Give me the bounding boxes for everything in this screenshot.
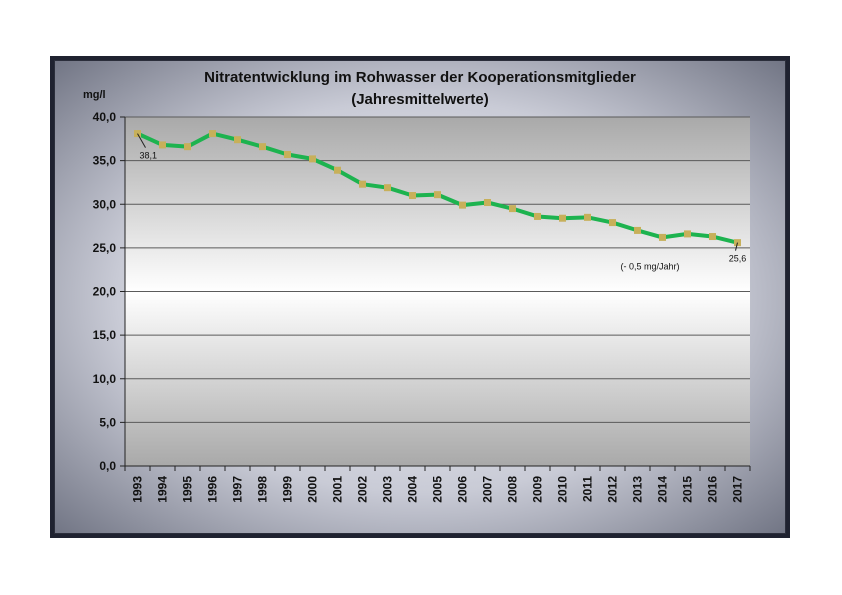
data-label-last: 25,6 xyxy=(729,254,747,264)
x-tick-label: 2008 xyxy=(506,476,520,503)
y-tick-label: 0,0 xyxy=(99,459,116,473)
y-tick-label: 20,0 xyxy=(93,285,117,299)
data-point xyxy=(684,230,691,238)
x-tick-label: 2004 xyxy=(406,476,420,503)
data-point xyxy=(259,143,266,151)
data-point xyxy=(509,205,516,213)
y-tick-label: 5,0 xyxy=(99,415,116,429)
chart-title: Nitratentwicklung im Rohwasser der Koope… xyxy=(204,69,636,86)
data-point xyxy=(584,213,591,221)
data-point xyxy=(709,233,716,241)
data-point xyxy=(309,155,316,163)
data-point xyxy=(609,219,616,227)
x-tick-label: 2015 xyxy=(681,476,695,503)
x-tick-label: 2011 xyxy=(581,476,595,502)
annotation-leader xyxy=(735,242,738,251)
line-chart: 0,0 5,0 10,0 15,0 20,0 25,0 30,0 35,0 40,0 1993 19… xyxy=(54,60,786,534)
y-tick-label: 30,0 xyxy=(93,197,117,211)
x-tick-label: 1995 xyxy=(181,476,195,503)
x-tick-label: 2009 xyxy=(531,476,545,503)
x-tick-label: 2010 xyxy=(556,476,570,503)
y-tick-label: 40,0 xyxy=(93,110,117,124)
annotation-leader xyxy=(137,133,146,148)
data-point xyxy=(634,226,641,234)
chart-subtitle: (Jahresmittelwerte) xyxy=(351,91,489,108)
data-point xyxy=(159,141,166,149)
x-tick-label: 2006 xyxy=(456,476,470,503)
y-tick-label: 35,0 xyxy=(93,154,117,168)
x-tick-label: 1993 xyxy=(131,476,145,503)
data-point xyxy=(384,184,391,192)
x-tick-label: 2013 xyxy=(631,476,645,503)
data-point xyxy=(659,233,666,241)
data-point xyxy=(234,136,241,144)
y-tick-label: 10,0 xyxy=(93,372,117,386)
x-tick-label: 2017 xyxy=(731,476,745,503)
y-tick-label: 25,0 xyxy=(93,241,117,255)
data-point xyxy=(434,191,441,199)
x-tick-label: 2007 xyxy=(481,476,495,503)
data-point xyxy=(559,214,566,222)
x-tick-label: 1994 xyxy=(156,476,170,503)
y-axis-label: mg/l xyxy=(83,89,106,101)
data-point xyxy=(209,130,216,138)
data-point xyxy=(184,143,191,151)
x-tick-label: 1999 xyxy=(281,476,295,503)
x-tick-label: 2003 xyxy=(381,476,395,503)
trend-annotation: (- 0,5 mg/Jahr) xyxy=(621,262,680,272)
data-point xyxy=(484,199,491,207)
x-tick-label: 2001 xyxy=(331,476,345,503)
x-tick-label: 2016 xyxy=(706,476,720,503)
data-point xyxy=(359,180,366,188)
x-tick-label: 2002 xyxy=(356,476,370,503)
x-tick-label: 2014 xyxy=(656,476,670,503)
x-tick-label: 1997 xyxy=(231,476,245,503)
data-point xyxy=(409,192,416,200)
x-tick-label: 2005 xyxy=(431,476,445,503)
chart-area: 0,0 5,0 10,0 15,0 20,0 25,0 30,0 35,0 40,0 1993 19… xyxy=(54,60,786,534)
x-tick-label: 2012 xyxy=(606,476,620,503)
data-label-first: 38,1 xyxy=(140,151,158,161)
data-point xyxy=(534,212,541,220)
data-point xyxy=(284,151,291,159)
data-point xyxy=(334,166,341,174)
y-tick-label: 15,0 xyxy=(93,328,117,342)
x-tick-label: 1996 xyxy=(206,476,220,503)
x-tick-label: 2000 xyxy=(306,476,320,503)
data-point xyxy=(459,201,466,209)
x-tick-label: 1998 xyxy=(256,476,270,503)
